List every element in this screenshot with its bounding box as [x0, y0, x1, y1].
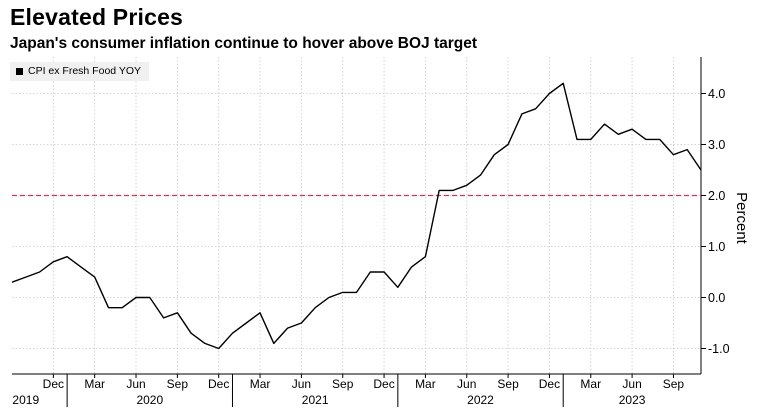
legend: CPI ex Fresh Food YOY	[10, 62, 150, 81]
x-tick-label: Dec	[43, 377, 64, 391]
x-tick-label: Mar	[250, 377, 271, 391]
x-tick-label: Dec	[208, 377, 229, 391]
y-tick-label: 2.0	[708, 189, 725, 203]
year-label: 2020	[136, 393, 163, 407]
y-tick-label: -1.0	[708, 342, 730, 356]
y-tick-label: 4.0	[708, 87, 725, 101]
x-tick-label: Jun	[292, 377, 311, 391]
x-tick-label: Sep	[497, 377, 519, 391]
x-tick-label: Sep	[167, 377, 189, 391]
year-label: 2021	[302, 393, 329, 407]
x-tick-label: Sep	[663, 377, 685, 391]
year-label: 2019	[12, 393, 39, 407]
x-tick-label: Mar	[84, 377, 105, 391]
chart-subtitle: Japan's consumer inflation continue to h…	[10, 35, 478, 52]
x-tick-label: Dec	[539, 377, 560, 391]
legend-label: CPI ex Fresh Food YOY	[28, 65, 142, 77]
x-tick-label: Jun	[457, 377, 476, 391]
x-tick-label: Mar	[415, 377, 436, 391]
y-tick-label: 1.0	[708, 240, 725, 254]
x-tick-label: Mar	[580, 377, 601, 391]
y-tick-label: 3.0	[708, 138, 725, 152]
y-tick-label: 0.0	[708, 291, 725, 305]
y-axis-label: Percent	[733, 192, 750, 245]
year-label: 2022	[467, 393, 494, 407]
year-label: 2023	[619, 393, 646, 407]
chart-title: Elevated Prices	[10, 4, 184, 30]
x-tick-label: Jun	[622, 377, 641, 391]
x-tick-label: Jun	[126, 377, 145, 391]
x-tick-label: Sep	[332, 377, 354, 391]
x-tick-label: Dec	[373, 377, 394, 391]
legend-swatch	[16, 67, 23, 75]
cpi-series-line	[11, 82, 702, 350]
